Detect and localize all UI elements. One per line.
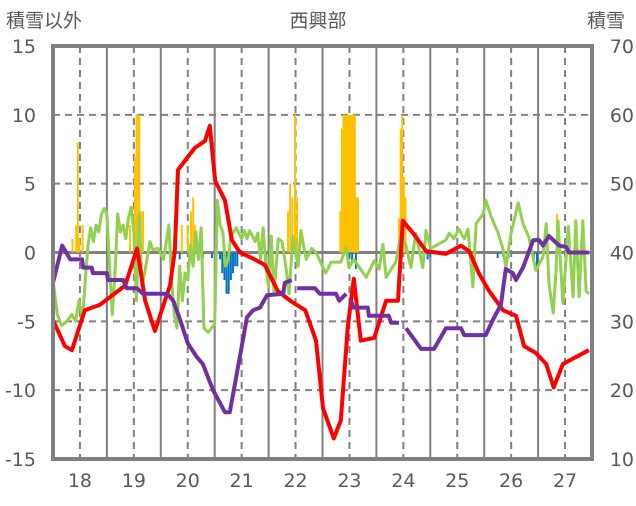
blue-bar <box>351 252 354 261</box>
yellow-bar <box>340 128 343 253</box>
yellow-bar <box>129 224 132 253</box>
yellow-bar <box>339 211 342 253</box>
left-tick-label: 15 <box>12 36 36 58</box>
yellow-bar <box>349 114 351 253</box>
yellow-bar <box>186 224 189 253</box>
yellow-bar <box>75 224 78 253</box>
blue-bar <box>219 252 222 260</box>
x-tick-label: 25 <box>445 470 469 492</box>
x-tick-label: 20 <box>176 470 200 492</box>
yellow-bar <box>350 114 353 253</box>
right-tick-label: 70 <box>610 36 634 58</box>
left-axis-title: 積雪以外 <box>6 10 82 32</box>
yellow-bar <box>180 224 183 253</box>
right-tick-label: 40 <box>610 243 634 265</box>
yellow-bar <box>135 114 138 253</box>
x-tick-label: 21 <box>230 470 254 492</box>
yellow-bar <box>345 114 348 253</box>
blue-bar <box>236 252 239 267</box>
left-tick-label: -5 <box>17 311 36 333</box>
blue-bar <box>232 252 234 274</box>
x-tick-label: 22 <box>283 470 307 492</box>
blue-bar <box>426 252 429 260</box>
yellow-bar <box>192 197 195 253</box>
blue-bar <box>225 252 228 294</box>
yellow-bar <box>287 211 289 253</box>
blue-bar <box>227 252 230 294</box>
blue-bar <box>221 252 224 274</box>
yellow-bar <box>294 114 296 253</box>
left-tick-label: 0 <box>24 243 36 265</box>
yellow-bar <box>133 156 136 253</box>
yellow-bar <box>291 197 294 253</box>
yellow-bar <box>342 114 345 253</box>
right-tick-label: 50 <box>610 174 634 196</box>
yellow-bar <box>399 128 402 253</box>
right-axis-title: 積雪 <box>587 10 625 32</box>
yellow-bar <box>402 176 405 253</box>
yellow-bar <box>398 218 401 253</box>
yellow-bar <box>357 197 360 253</box>
yellow-bar <box>71 238 74 253</box>
chart-title: 西興部 <box>289 10 346 32</box>
blue-bar <box>536 252 538 267</box>
blue-bar <box>211 252 213 259</box>
left-tick-label: 5 <box>24 174 36 196</box>
left-tick-label: 10 <box>12 105 36 127</box>
right-tick-label: 30 <box>610 311 634 333</box>
yellow-bar <box>78 238 81 253</box>
yellow-bar <box>401 114 404 253</box>
yellow-bar <box>347 114 350 253</box>
plot-frame <box>51 44 594 461</box>
plot-border <box>51 44 594 461</box>
blue-bar <box>234 252 237 267</box>
right-tick-label: 20 <box>610 380 634 402</box>
yellow-bar <box>190 211 192 253</box>
red-series-line <box>51 123 590 441</box>
yellow-bar <box>344 114 347 253</box>
blue-bar <box>429 252 432 257</box>
blue-bar <box>178 252 181 260</box>
yellow-bar <box>355 197 358 253</box>
left-tick-label: -10 <box>5 380 36 402</box>
yellow-bar <box>81 224 84 253</box>
x-tick-label: 24 <box>391 470 415 492</box>
x-tick-label: 23 <box>337 470 361 492</box>
left-tick-label: -15 <box>5 449 36 471</box>
yellow-bar <box>353 114 356 253</box>
purple-series-line <box>51 234 589 415</box>
yellow-bar <box>137 114 140 253</box>
blue-bar <box>229 252 232 281</box>
yellow-bar <box>138 114 141 253</box>
yellow-bar <box>76 142 79 253</box>
x-tick-label: 26 <box>499 470 523 492</box>
yellow-bar <box>296 197 299 253</box>
blue-bar <box>496 252 499 259</box>
yellow-bar <box>142 211 144 253</box>
series-lines <box>51 123 590 441</box>
yellow-bar <box>289 183 292 253</box>
right-tick-label: 10 <box>610 449 634 471</box>
right-tick-label: 60 <box>610 105 634 127</box>
blue-bar <box>348 252 351 260</box>
x-tick-label: 27 <box>553 470 577 492</box>
x-tick-label: 19 <box>122 470 146 492</box>
yellow-bar <box>352 114 355 253</box>
x-tick-label: 18 <box>68 470 92 492</box>
